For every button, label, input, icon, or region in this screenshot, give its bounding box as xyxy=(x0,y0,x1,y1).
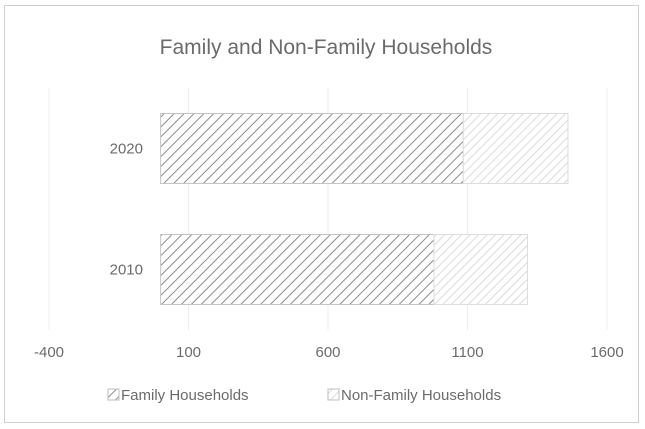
chart-title: Family and Non-Family Households xyxy=(160,36,493,59)
legend-swatch-non-family-households xyxy=(327,388,340,401)
chart-frame xyxy=(4,5,639,423)
y-tick-label: 2010 xyxy=(110,262,143,279)
bar-2020-family-households xyxy=(160,113,464,184)
legend-label: Non-Family Households xyxy=(341,387,501,404)
bar-2010-non-family-households xyxy=(433,234,528,305)
bars xyxy=(160,113,569,305)
legend: Family Households Non-Family Households xyxy=(107,387,501,404)
x-tick-labels: -400 100 600 1100 1600 xyxy=(34,344,624,361)
x-tick-label: -400 xyxy=(34,344,64,361)
x-tick-label: 600 xyxy=(315,344,340,361)
x-tick-label: 1600 xyxy=(590,344,623,361)
y-tick-labels: 2020 2010 xyxy=(110,141,143,279)
legend-label: Family Households xyxy=(121,387,249,404)
x-tick-label: 100 xyxy=(176,344,201,361)
bar-2010-family-households xyxy=(160,234,435,305)
x-tick-label: 1100 xyxy=(451,344,483,361)
legend-swatch-family-households xyxy=(107,388,120,401)
y-tick-label: 2020 xyxy=(110,141,143,158)
bar-2020-non-family-households xyxy=(462,113,569,184)
